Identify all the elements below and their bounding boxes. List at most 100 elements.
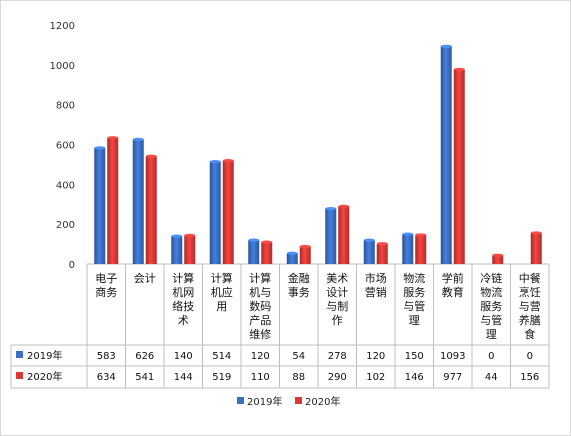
table-cell-value: 0	[527, 351, 533, 362]
bar-cap	[286, 251, 298, 255]
bar-cap	[171, 234, 183, 238]
bar	[145, 156, 157, 264]
bar	[492, 255, 504, 264]
series-key-swatch	[16, 372, 23, 379]
axis-layer: 0 200 400 600 800 1000 1200	[50, 21, 549, 271]
table-cell-value: 514	[212, 351, 231, 362]
bars-layer	[94, 44, 542, 264]
bar-cap	[338, 204, 350, 208]
data-table: 电子商务 会计 计算机网络技术计算机应用计算机与数码产品维修金融事务美术设计与制作市…	[10, 264, 550, 389]
table-cell-value: 290	[328, 372, 347, 383]
legend-swatch	[237, 397, 244, 404]
bar-cap	[325, 207, 337, 211]
category-label: 学前教育	[442, 271, 464, 299]
bar-cap	[299, 244, 311, 249]
y-tick-label: 1000	[50, 61, 75, 72]
table-cell-value: 634	[97, 372, 116, 383]
table-cell-value: 0	[488, 351, 494, 362]
bar-cap	[453, 67, 465, 72]
legend-label: 2020年	[305, 395, 340, 408]
category-label: 计算机与数码产品维修	[249, 271, 271, 341]
bar	[94, 147, 106, 264]
table-cell-value: 146	[405, 372, 424, 383]
table-cell-value: 54	[292, 351, 305, 362]
bar-cap	[107, 136, 119, 140]
table-cell-value: 144	[174, 372, 193, 383]
series-key-swatch	[16, 351, 23, 358]
bar	[338, 206, 350, 264]
bar-cap	[415, 233, 427, 237]
category-label: 会计	[134, 272, 156, 285]
category-label: 金融事务	[288, 271, 310, 299]
table-cell-value: 583	[97, 351, 116, 362]
bar-cap	[376, 242, 388, 246]
table-cell-value: 278	[328, 351, 347, 362]
bar	[132, 139, 144, 264]
series-row-label: 2019年	[27, 349, 62, 362]
y-tick-label: 400	[56, 180, 75, 191]
y-tick-label: 600	[56, 141, 75, 152]
bar	[325, 208, 337, 264]
bar	[440, 46, 452, 264]
y-tick-label: 1200	[50, 21, 75, 32]
y-tick-label: 200	[56, 220, 75, 231]
bar-cap	[209, 160, 221, 164]
bar	[222, 160, 234, 264]
bar-cap	[132, 137, 144, 141]
category-label: 中餐烹饪与营养膳食	[519, 271, 541, 341]
table-cell-value: 102	[366, 372, 385, 383]
table-cell-value: 1093	[440, 351, 465, 362]
bar-cap	[261, 240, 273, 244]
table-cell-value: 626	[135, 351, 154, 362]
bar	[415, 234, 427, 264]
bar	[107, 137, 119, 264]
bar-cap	[440, 44, 452, 48]
bar-cap	[94, 146, 106, 150]
category-label: 计算机应用	[211, 271, 233, 313]
legend-label: 2019年	[247, 395, 282, 408]
table-cell-value: 519	[212, 372, 231, 383]
table-cell-value: 44	[485, 372, 498, 383]
bar-cap	[184, 233, 196, 237]
bar	[286, 253, 298, 264]
table-cell-value: 88	[292, 372, 305, 383]
bar-cap	[492, 253, 504, 257]
bar-cap	[530, 231, 542, 235]
category-label: 美术设计与制作	[326, 272, 348, 327]
category-label: 市场营销	[365, 271, 387, 299]
bar-cap	[222, 159, 234, 163]
bar	[530, 232, 542, 264]
bar	[376, 243, 388, 264]
bar	[453, 69, 465, 264]
category-label: 物流服务与管理	[403, 271, 425, 327]
legend-swatch	[295, 397, 302, 404]
category-label: 电子商务	[95, 272, 117, 299]
category-label: 冷链物流服务与管理	[480, 271, 502, 341]
bar	[248, 240, 260, 264]
bar-cap	[248, 238, 260, 242]
bar-cap	[145, 154, 157, 158]
table-cell-value: 140	[174, 351, 193, 362]
bar-cap	[363, 238, 375, 242]
y-tick-label: 800	[56, 101, 75, 112]
table-cell-value: 120	[251, 351, 270, 362]
table-cell-value: 120	[366, 351, 385, 362]
bar	[209, 161, 221, 264]
table-cell-value: 110	[251, 372, 270, 383]
bar	[402, 234, 414, 264]
bar-cap	[402, 232, 414, 236]
category-label: 计算机网络技术	[172, 271, 194, 327]
table-cell-value: 541	[135, 372, 154, 383]
legend: 2019年 2020年	[237, 395, 340, 408]
table-cell-value: 977	[443, 372, 462, 383]
bar	[184, 235, 196, 264]
bar	[299, 246, 311, 264]
table-cell-value: 156	[520, 372, 539, 383]
series-row-label: 2020年	[27, 370, 62, 383]
bar	[171, 236, 183, 264]
y-tick-label: 0	[69, 260, 75, 271]
table-cell-value: 150	[405, 351, 424, 362]
bar	[363, 240, 375, 264]
